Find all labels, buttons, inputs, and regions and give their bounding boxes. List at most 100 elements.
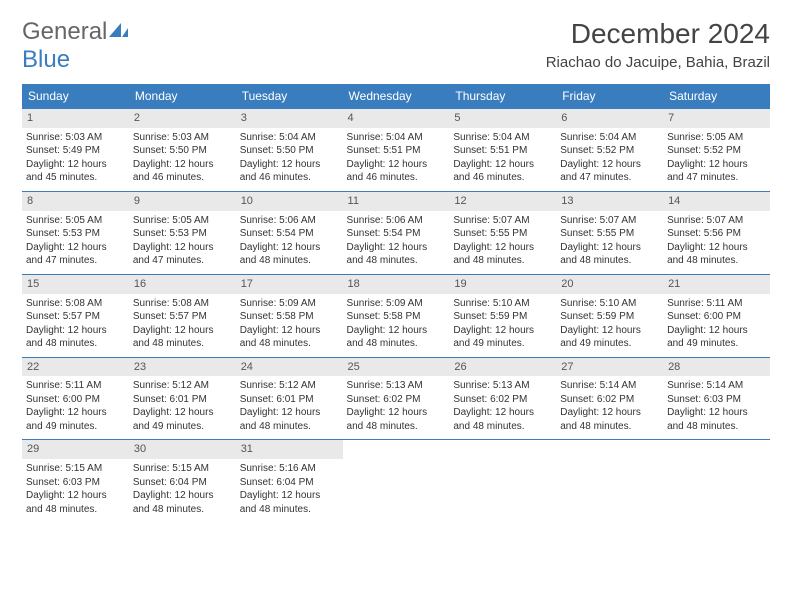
sunset-text: Sunset: 6:02 PM bbox=[560, 393, 659, 407]
sunrise-text: Sunrise: 5:13 AM bbox=[453, 379, 552, 393]
sunset-text: Sunset: 5:54 PM bbox=[347, 227, 446, 241]
sunrise-text: Sunrise: 5:04 AM bbox=[240, 131, 339, 145]
day-number: 9 bbox=[129, 192, 236, 211]
day-header: Monday bbox=[129, 84, 236, 109]
brand-text: General Blue bbox=[22, 18, 129, 74]
title-block: December 2024 Riachao do Jacuipe, Bahia,… bbox=[546, 18, 770, 71]
daylight-line2: and 45 minutes. bbox=[26, 171, 125, 185]
sunset-text: Sunset: 5:51 PM bbox=[347, 144, 446, 158]
day-body: Sunrise: 5:07 AMSunset: 5:55 PMDaylight:… bbox=[449, 211, 556, 274]
sunrise-text: Sunrise: 5:14 AM bbox=[667, 379, 766, 393]
sunrise-text: Sunrise: 5:03 AM bbox=[26, 131, 125, 145]
calendar-day: 25Sunrise: 5:13 AMSunset: 6:02 PMDayligh… bbox=[343, 357, 450, 440]
daylight-line1: Daylight: 12 hours bbox=[560, 324, 659, 338]
daylight-line1: Daylight: 12 hours bbox=[453, 241, 552, 255]
day-body: Sunrise: 5:09 AMSunset: 5:58 PMDaylight:… bbox=[343, 294, 450, 357]
sunset-text: Sunset: 5:54 PM bbox=[240, 227, 339, 241]
sunrise-text: Sunrise: 5:08 AM bbox=[133, 297, 232, 311]
sunset-text: Sunset: 5:57 PM bbox=[133, 310, 232, 324]
calendar-day: 10Sunrise: 5:06 AMSunset: 5:54 PMDayligh… bbox=[236, 191, 343, 274]
day-body: Sunrise: 5:04 AMSunset: 5:51 PMDaylight:… bbox=[343, 128, 450, 191]
daylight-line1: Daylight: 12 hours bbox=[26, 489, 125, 503]
day-header: Saturday bbox=[663, 84, 770, 109]
daylight-line1: Daylight: 12 hours bbox=[133, 241, 232, 255]
daylight-line1: Daylight: 12 hours bbox=[240, 158, 339, 172]
calendar-day: 17Sunrise: 5:09 AMSunset: 5:58 PMDayligh… bbox=[236, 274, 343, 357]
day-body: Sunrise: 5:07 AMSunset: 5:56 PMDaylight:… bbox=[663, 211, 770, 274]
sunrise-text: Sunrise: 5:09 AM bbox=[347, 297, 446, 311]
daylight-line1: Daylight: 12 hours bbox=[26, 324, 125, 338]
daylight-line2: and 48 minutes. bbox=[240, 337, 339, 351]
daylight-line1: Daylight: 12 hours bbox=[667, 241, 766, 255]
day-header: Friday bbox=[556, 84, 663, 109]
day-number: 19 bbox=[449, 275, 556, 294]
sunset-text: Sunset: 5:59 PM bbox=[453, 310, 552, 324]
calendar-day: 15Sunrise: 5:08 AMSunset: 5:57 PMDayligh… bbox=[22, 274, 129, 357]
sunrise-text: Sunrise: 5:10 AM bbox=[560, 297, 659, 311]
daylight-line1: Daylight: 12 hours bbox=[667, 406, 766, 420]
page-title: December 2024 bbox=[546, 18, 770, 50]
sunrise-text: Sunrise: 5:04 AM bbox=[453, 131, 552, 145]
calendar-day: 2Sunrise: 5:03 AMSunset: 5:50 PMDaylight… bbox=[129, 109, 236, 192]
daylight-line1: Daylight: 12 hours bbox=[26, 406, 125, 420]
brand-part1: General bbox=[22, 18, 107, 45]
daylight-line1: Daylight: 12 hours bbox=[453, 158, 552, 172]
calendar-day: 14Sunrise: 5:07 AMSunset: 5:56 PMDayligh… bbox=[663, 191, 770, 274]
day-body: Sunrise: 5:03 AMSunset: 5:50 PMDaylight:… bbox=[129, 128, 236, 191]
daylight-line2: and 46 minutes. bbox=[133, 171, 232, 185]
day-body: Sunrise: 5:06 AMSunset: 5:54 PMDaylight:… bbox=[343, 211, 450, 274]
header: General Blue December 2024 Riachao do Ja… bbox=[22, 18, 770, 74]
sunset-text: Sunset: 6:04 PM bbox=[240, 476, 339, 490]
daylight-line2: and 48 minutes. bbox=[560, 420, 659, 434]
daylight-line2: and 48 minutes. bbox=[240, 503, 339, 517]
calendar-day: 31Sunrise: 5:16 AMSunset: 6:04 PMDayligh… bbox=[236, 440, 343, 522]
calendar-day: 12Sunrise: 5:07 AMSunset: 5:55 PMDayligh… bbox=[449, 191, 556, 274]
daylight-line1: Daylight: 12 hours bbox=[347, 406, 446, 420]
daylight-line2: and 49 minutes. bbox=[26, 420, 125, 434]
calendar-week: 1Sunrise: 5:03 AMSunset: 5:49 PMDaylight… bbox=[22, 109, 770, 192]
sunrise-text: Sunrise: 5:13 AM bbox=[347, 379, 446, 393]
day-number: 17 bbox=[236, 275, 343, 294]
calendar-day: 11Sunrise: 5:06 AMSunset: 5:54 PMDayligh… bbox=[343, 191, 450, 274]
day-number: 12 bbox=[449, 192, 556, 211]
calendar-day: 13Sunrise: 5:07 AMSunset: 5:55 PMDayligh… bbox=[556, 191, 663, 274]
daylight-line1: Daylight: 12 hours bbox=[240, 241, 339, 255]
day-number: 15 bbox=[22, 275, 129, 294]
calendar-week: 8Sunrise: 5:05 AMSunset: 5:53 PMDaylight… bbox=[22, 191, 770, 274]
daylight-line1: Daylight: 12 hours bbox=[453, 324, 552, 338]
calendar-day: 8Sunrise: 5:05 AMSunset: 5:53 PMDaylight… bbox=[22, 191, 129, 274]
sunset-text: Sunset: 5:58 PM bbox=[347, 310, 446, 324]
sunset-text: Sunset: 6:02 PM bbox=[347, 393, 446, 407]
calendar-day: 18Sunrise: 5:09 AMSunset: 5:58 PMDayligh… bbox=[343, 274, 450, 357]
calendar-day: 5Sunrise: 5:04 AMSunset: 5:51 PMDaylight… bbox=[449, 109, 556, 192]
daylight-line1: Daylight: 12 hours bbox=[453, 406, 552, 420]
daylight-line1: Daylight: 12 hours bbox=[26, 158, 125, 172]
calendar-day: 24Sunrise: 5:12 AMSunset: 6:01 PMDayligh… bbox=[236, 357, 343, 440]
sunrise-text: Sunrise: 5:06 AM bbox=[347, 214, 446, 228]
day-body: Sunrise: 5:09 AMSunset: 5:58 PMDaylight:… bbox=[236, 294, 343, 357]
day-header: Tuesday bbox=[236, 84, 343, 109]
day-number: 21 bbox=[663, 275, 770, 294]
day-number: 7 bbox=[663, 109, 770, 128]
day-number: 23 bbox=[129, 358, 236, 377]
day-number: 3 bbox=[236, 109, 343, 128]
sunrise-text: Sunrise: 5:16 AM bbox=[240, 462, 339, 476]
sunrise-text: Sunrise: 5:05 AM bbox=[133, 214, 232, 228]
sunset-text: Sunset: 5:58 PM bbox=[240, 310, 339, 324]
daylight-line2: and 48 minutes. bbox=[347, 254, 446, 268]
day-number: 20 bbox=[556, 275, 663, 294]
calendar-day: 20Sunrise: 5:10 AMSunset: 5:59 PMDayligh… bbox=[556, 274, 663, 357]
day-number: 4 bbox=[343, 109, 450, 128]
daylight-line2: and 47 minutes. bbox=[133, 254, 232, 268]
day-body: Sunrise: 5:04 AMSunset: 5:51 PMDaylight:… bbox=[449, 128, 556, 191]
sunrise-text: Sunrise: 5:05 AM bbox=[26, 214, 125, 228]
day-number: 30 bbox=[129, 440, 236, 459]
daylight-line2: and 47 minutes. bbox=[667, 171, 766, 185]
daylight-line2: and 48 minutes. bbox=[667, 420, 766, 434]
calendar-day: 6Sunrise: 5:04 AMSunset: 5:52 PMDaylight… bbox=[556, 109, 663, 192]
day-body: Sunrise: 5:04 AMSunset: 5:52 PMDaylight:… bbox=[556, 128, 663, 191]
day-body: Sunrise: 5:15 AMSunset: 6:04 PMDaylight:… bbox=[129, 459, 236, 522]
day-number: 22 bbox=[22, 358, 129, 377]
brand-part2: Blue bbox=[22, 46, 70, 73]
daylight-line1: Daylight: 12 hours bbox=[133, 489, 232, 503]
